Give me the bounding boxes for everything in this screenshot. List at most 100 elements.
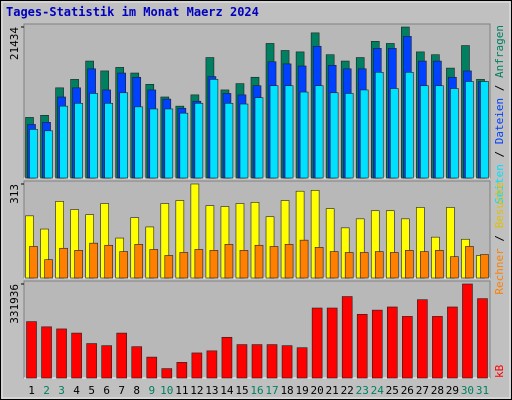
bar [402,316,413,379]
bar [74,250,83,279]
legend-separator: / [493,144,506,164]
x-tick-label: 25 [386,384,399,397]
legend-entry: kB [493,364,506,378]
x-tick-label: 4 [73,384,80,397]
bar [344,93,354,179]
bar [239,103,249,179]
bar [161,368,173,379]
bar [269,85,279,179]
bar [432,316,443,379]
bar [59,105,68,179]
bar [89,242,98,279]
legend-entry: Besuche [493,182,506,228]
x-tick-label: 14 [220,384,234,397]
legend-entry: Rechner [493,248,506,295]
bar [251,344,263,379]
bar [101,345,112,379]
bar [447,306,458,379]
bar [480,81,489,179]
bar [131,346,143,379]
bar [104,103,113,179]
bar [389,252,399,279]
x-tick-label: 9 [148,384,155,397]
legend: kB [493,364,506,378]
legend-entry: Dateien [493,98,506,144]
bar [386,306,398,379]
x-tick-label: 7 [118,384,125,397]
bar [450,88,459,179]
legend-separator: / [493,228,506,248]
bar [224,244,234,279]
x-tick-label: 20 [311,384,324,397]
bar [59,247,68,279]
bar [149,108,159,179]
bar [89,93,98,179]
y-tick-label: 313 [8,184,21,204]
x-tick-label: 8 [133,384,140,397]
bar [176,362,188,379]
x-tick-label: 29 [446,384,459,397]
bar [209,79,219,179]
x-tick-label: 23 [356,384,369,397]
bar [179,252,189,279]
bar [44,259,53,279]
bar [296,347,308,379]
bar [477,298,488,379]
chart-title: Tages-Statistik im Monat Maerz 2024 [6,5,259,19]
bar [41,326,52,379]
bar [269,246,279,279]
bar [281,345,293,379]
bar [71,332,82,379]
bar [344,252,354,279]
x-tick-label: 1 [28,384,35,397]
x-tick-label: 17 [265,384,278,397]
bar [311,307,323,379]
x-tick-label: 19 [295,384,308,397]
legend: Seiten / Dateien / Anfragen [493,25,506,204]
bar [134,106,144,179]
bar [149,249,159,279]
bar [116,332,128,379]
bar [134,244,144,279]
x-tick-label: 24 [371,384,385,397]
bar [356,313,368,379]
bar [29,246,38,279]
x-tick-label: 30 [461,384,474,397]
bar [359,252,369,279]
legend-separator: / [493,78,506,98]
x-tick-label: 21 [326,384,339,397]
bar [465,246,474,279]
x-tick-label: 18 [280,384,293,397]
x-tick-label: 3 [58,384,65,397]
x-tick-label: 6 [103,384,110,397]
bar [284,244,294,279]
bar [29,129,38,179]
bar [119,251,129,279]
bar [194,249,204,279]
bar [417,299,428,379]
bar [26,321,37,379]
bar [326,307,338,379]
x-tick-label: 27 [416,384,429,397]
bar [314,85,324,179]
y-tick-label: 331936 [8,284,21,324]
bar [435,250,444,279]
x-tick-label: 22 [341,384,354,397]
bar [236,344,248,379]
bar [164,108,174,179]
bar [194,103,204,179]
x-tick-label: 15 [235,384,248,397]
bar [374,251,384,279]
x-tick-label: 13 [205,384,218,397]
x-tick-label: 2 [43,384,50,397]
bar [221,336,233,379]
bar [266,344,278,379]
bar [224,103,234,179]
bar [206,350,218,379]
bar [465,81,474,179]
bar [299,91,309,179]
bar [119,92,129,179]
bar [389,88,399,179]
